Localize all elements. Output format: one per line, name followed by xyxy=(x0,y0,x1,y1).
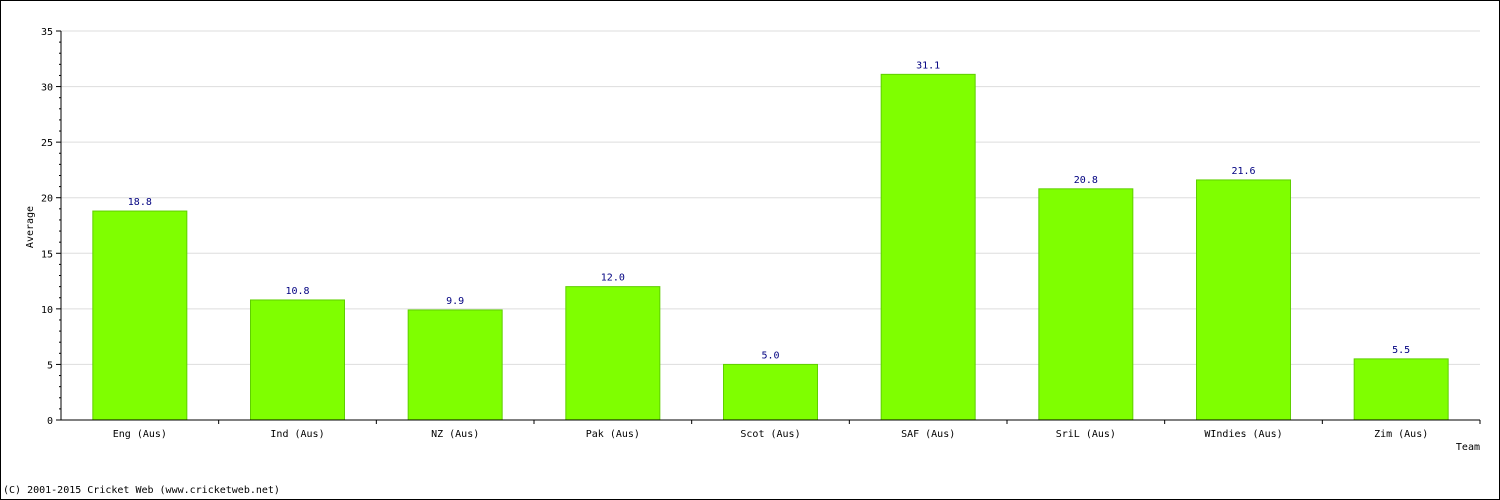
x-tick-label: NZ (Aus) xyxy=(431,429,479,440)
y-tick-label: 5 xyxy=(47,360,53,371)
y-tick-label: 0 xyxy=(47,416,53,427)
bar xyxy=(565,286,661,421)
data-labels: 18.8 10.8 9.9 12.0 5.0 31.1 20.8 21.6 5.5 xyxy=(128,60,1410,361)
bar xyxy=(250,299,345,421)
x-tick-label: Eng (Aus) xyxy=(113,429,167,440)
x-tick-label: Zim (Aus) xyxy=(1374,429,1428,440)
data-label: 5.5 xyxy=(1392,345,1410,356)
y-ticks: 0 5 10 15 20 25 30 35 xyxy=(41,27,61,427)
x-tick-label: WIndies (Aus) xyxy=(1204,429,1282,440)
bar xyxy=(1353,358,1449,421)
data-label: 20.8 xyxy=(1074,175,1098,186)
y-tick-label: 10 xyxy=(41,305,53,316)
x-tick-label: SAF (Aus) xyxy=(901,429,955,440)
x-axis-title: Team xyxy=(1456,442,1480,453)
data-label: 5.0 xyxy=(761,350,779,361)
y-tick-label: 25 xyxy=(41,138,53,149)
y-tick-label: 15 xyxy=(41,249,53,260)
bar xyxy=(1196,179,1291,421)
data-label: 21.6 xyxy=(1231,166,1255,177)
data-label: 12.0 xyxy=(601,273,625,284)
bar xyxy=(1038,188,1134,421)
y-tick-label: 35 xyxy=(41,27,53,38)
data-label: 9.9 xyxy=(446,296,464,307)
x-tick-label: Ind (Aus) xyxy=(270,429,324,440)
bar xyxy=(723,363,818,421)
axes xyxy=(60,31,1480,421)
data-label: 31.1 xyxy=(916,60,940,71)
x-tick-label: Pak (Aus) xyxy=(586,429,640,440)
x-tick-label: Scot (Aus) xyxy=(740,429,800,440)
x-ticks: Eng (Aus) Ind (Aus) NZ (Aus) Pak (Aus) Scot … xyxy=(113,420,1481,440)
data-label: 10.8 xyxy=(285,286,309,297)
y-axis-title: Average xyxy=(25,206,36,248)
bar xyxy=(92,210,188,421)
x-tick-label: SriL (Aus) xyxy=(1056,429,1116,440)
bar xyxy=(407,309,503,421)
y-tick-label: 30 xyxy=(41,83,53,94)
copyright-footer: (C) 2001-2015 Cricket Web (www.cricketwe… xyxy=(3,485,280,496)
bars xyxy=(92,73,1449,421)
bar xyxy=(880,73,976,421)
y-tick-label: 20 xyxy=(41,194,53,205)
data-label: 18.8 xyxy=(128,197,152,208)
